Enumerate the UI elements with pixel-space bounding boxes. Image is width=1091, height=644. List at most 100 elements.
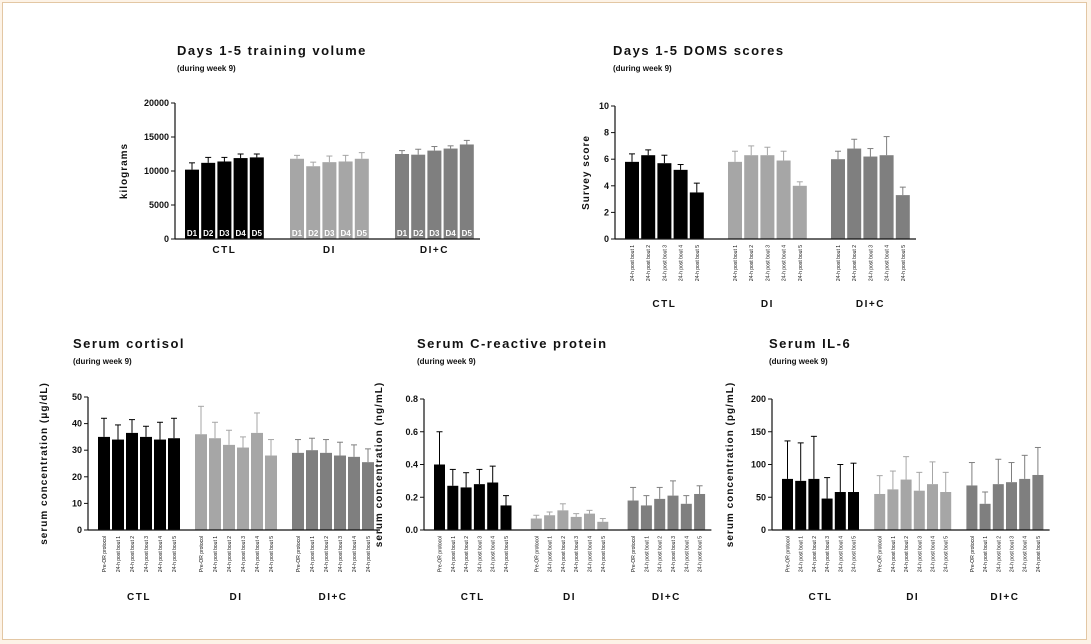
x-category-label: 24-h post bout 1 bbox=[891, 536, 897, 572]
y-tick-label: 0.8 bbox=[405, 394, 418, 404]
bar bbox=[237, 447, 249, 530]
bar bbox=[760, 155, 775, 239]
chart-title: Days 1-5 training volume bbox=[177, 43, 367, 58]
x-category-label: 24-h post bout 5 bbox=[852, 536, 858, 572]
x-category-label: 24-h post bout 2 bbox=[658, 536, 664, 572]
chart-subtitle: (during week 9) bbox=[177, 64, 236, 73]
x-category-label: 24-h post bout 2 bbox=[996, 536, 1002, 572]
bar-category-label: D1 bbox=[187, 229, 198, 238]
x-category-label: 24-h post bout 4 bbox=[158, 536, 164, 572]
group-label: CTL bbox=[212, 245, 236, 256]
x-category-label: 24-h post bout 4 bbox=[679, 245, 685, 281]
bar bbox=[354, 158, 369, 239]
x-category-label: 24-h post bout 4 bbox=[931, 536, 937, 572]
bar-category-label: D3 bbox=[429, 229, 440, 238]
x-category-label: 24-h post bout 1 bbox=[983, 536, 989, 572]
group-label: DI+C bbox=[990, 592, 1019, 603]
bar bbox=[927, 484, 938, 530]
x-category-label: 24-h post bout 2 bbox=[812, 536, 818, 572]
bar-category-label: D3 bbox=[219, 229, 230, 238]
y-tick-label: 0.6 bbox=[405, 427, 418, 437]
group-label: DI bbox=[563, 592, 576, 603]
bar bbox=[1006, 482, 1017, 530]
bar bbox=[879, 155, 894, 239]
bar bbox=[847, 148, 862, 239]
x-category-label: 24-h post bout 3 bbox=[825, 536, 831, 572]
bar bbox=[940, 492, 952, 530]
y-tick-label: 20000 bbox=[144, 98, 169, 108]
bar bbox=[473, 484, 485, 530]
bar bbox=[895, 195, 910, 239]
bar bbox=[979, 503, 991, 530]
group-label: DI bbox=[906, 592, 919, 603]
x-category-label: 24-h post bout 3 bbox=[1010, 536, 1016, 572]
bar bbox=[154, 439, 166, 530]
bar bbox=[292, 452, 304, 530]
x-category-label: 24-h post bout 3 bbox=[671, 536, 677, 572]
x-category-label: 24-h post bout 1 bbox=[644, 536, 650, 572]
bar bbox=[667, 495, 679, 530]
bar bbox=[834, 492, 846, 530]
x-category-label: 24-h post bout 4 bbox=[782, 245, 788, 281]
group-label: CTL bbox=[652, 299, 676, 310]
bar bbox=[570, 516, 582, 530]
bar bbox=[411, 154, 426, 239]
bar bbox=[657, 163, 672, 239]
chart-title: Serum IL-6 bbox=[769, 336, 851, 351]
bar bbox=[625, 161, 639, 239]
x-category-label: 24-h post bout 1 bbox=[733, 245, 739, 281]
y-tick-label: 20 bbox=[72, 472, 82, 482]
group-label: DI+C bbox=[856, 299, 885, 310]
bar bbox=[795, 480, 807, 530]
bar bbox=[427, 150, 442, 239]
x-category-label: 24-h post bout 2 bbox=[130, 536, 136, 572]
chart-subtitle: (during week 9) bbox=[613, 64, 672, 73]
bar bbox=[728, 161, 742, 239]
x-category-label: 24-h post bout 4 bbox=[255, 536, 261, 572]
chart-panel-3: Serum cortisol (during week 9) serum conce… bbox=[39, 336, 380, 603]
x-category-label: 24-h post bout 3 bbox=[917, 536, 923, 572]
bar bbox=[209, 438, 221, 530]
x-category-label: 24-h post bout 5 bbox=[1036, 536, 1042, 572]
bar-category-label: D5 bbox=[462, 229, 473, 238]
y-axis-label: serum concentration (pg/mL) bbox=[725, 382, 736, 547]
bar bbox=[874, 493, 886, 530]
x-category-label: 24-h post bout 5 bbox=[798, 245, 804, 281]
y-axis-label: kilograms bbox=[119, 143, 130, 199]
bar bbox=[322, 162, 337, 239]
bar bbox=[98, 436, 110, 530]
bar bbox=[831, 159, 845, 239]
y-tick-label: 0 bbox=[77, 525, 82, 535]
bar-category-label: D4 bbox=[340, 229, 351, 238]
bar bbox=[265, 455, 277, 530]
chart-title: Serum cortisol bbox=[73, 336, 185, 351]
group-label: DI+C bbox=[318, 592, 347, 603]
x-category-label: 24-h post bout 5 bbox=[695, 245, 701, 281]
y-tick-label: 0 bbox=[164, 234, 169, 244]
x-category-label: 24-h post bout 3 bbox=[144, 536, 150, 572]
x-category-label: 24-h post bout 5 bbox=[269, 536, 275, 572]
group-label: DI bbox=[323, 245, 336, 256]
chart-subtitle: (during week 9) bbox=[73, 357, 132, 366]
x-category-label: 24-h post bout 4 bbox=[1023, 536, 1029, 572]
x-category-label: 24-h post bout 3 bbox=[765, 245, 771, 281]
x-category-label: 24-h post bout 2 bbox=[646, 245, 652, 281]
y-tick-label: 150 bbox=[751, 427, 766, 437]
x-category-label: 24-h post bout 2 bbox=[904, 536, 910, 572]
y-tick-label: 40 bbox=[72, 419, 82, 429]
chart-panel-4: Serum C-reactive protein (during week 9) s… bbox=[374, 336, 712, 603]
bar bbox=[140, 436, 152, 530]
group-label: CTL bbox=[809, 592, 833, 603]
bar bbox=[544, 515, 556, 530]
x-category-label: 24-h post bout 3 bbox=[574, 536, 580, 572]
x-category-label: 24-h post bout 4 bbox=[838, 536, 844, 572]
bar bbox=[443, 148, 458, 239]
bar bbox=[900, 479, 912, 530]
chart-panel-5: Serum IL-6 (during week 9) serum concentra… bbox=[725, 336, 1050, 603]
bar bbox=[487, 482, 499, 530]
y-tick-label: 0 bbox=[604, 234, 609, 244]
x-category-label: Pre-OR protocol bbox=[534, 536, 540, 572]
bar bbox=[306, 450, 318, 530]
bar bbox=[306, 166, 321, 239]
